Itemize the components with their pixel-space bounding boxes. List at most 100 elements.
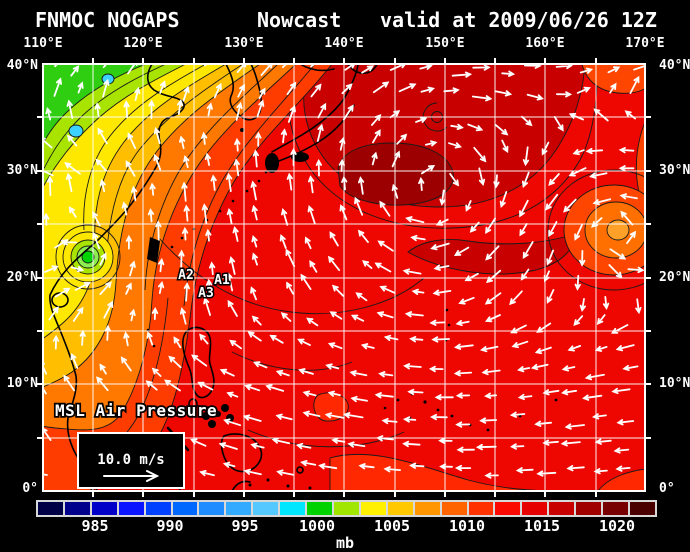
- wind-arrow-icon: [454, 343, 474, 350]
- wind-arrow-icon: [70, 65, 80, 77]
- colorbar-tick-label: 995: [231, 517, 259, 535]
- wind-arrow-icon: [250, 180, 257, 201]
- wind-arrow-icon: [327, 255, 341, 272]
- wind-arrow-icon: [149, 182, 156, 196]
- wind-arrow-icon: [362, 260, 373, 269]
- colorbar-cell: [253, 502, 279, 515]
- wind-arrow-icon: [251, 234, 258, 248]
- wind-arrow-icon: [54, 287, 71, 298]
- wind-arrow-icon: [609, 82, 617, 94]
- wind-arrow-icon: [509, 290, 523, 306]
- colorbar-tick-label: 1015: [523, 517, 561, 535]
- wind-arrow-icon: [546, 289, 555, 304]
- wind-arrow-icon: [205, 228, 212, 242]
- wind-arrow-icon: [327, 390, 341, 397]
- wind-arrow-icon: [179, 135, 186, 150]
- wind-arrow-icon: [448, 142, 463, 149]
- wind-arrow-icon: [181, 226, 189, 241]
- wind-arrow-icon: [456, 446, 475, 453]
- colorbar-cell: [280, 502, 306, 515]
- wind-arrow-icon: [210, 174, 217, 191]
- colorbar-units: mb: [335, 534, 355, 552]
- wind-arrow-icon: [226, 272, 234, 292]
- wind-arrow-icon: [341, 175, 348, 191]
- wind-arrow-icon: [242, 414, 262, 422]
- wind-arrow-icon: [77, 81, 84, 94]
- wind-arrow-icon: [542, 439, 559, 446]
- colorbar-cell: [91, 502, 117, 515]
- wind-arrow-icon: [218, 442, 238, 450]
- wind-arrow-icon: [148, 99, 155, 120]
- wind-arrow-icon: [609, 248, 627, 260]
- wind-arrow-icon: [501, 139, 509, 154]
- wind-arrow-icon: [481, 368, 501, 376]
- mode-title: Nowcast: [257, 8, 342, 32]
- wind-arrow-icon: [234, 137, 241, 152]
- wind-arrows: [43, 64, 645, 479]
- wind-arrow-icon: [396, 133, 408, 145]
- lat-label: 20°N: [659, 270, 690, 285]
- colorbar-cell: [603, 502, 628, 515]
- colorbar-cell: [38, 502, 63, 515]
- wind-arrow-icon: [410, 234, 426, 242]
- lat-label: 30°N: [659, 163, 690, 178]
- wind-arrow-icon: [300, 273, 312, 290]
- wind-arrow-icon: [295, 442, 312, 450]
- wind-arrow-icon: [206, 278, 213, 298]
- wind-arrow-icon: [209, 261, 216, 276]
- colorbar-tick-label: 1020: [598, 517, 636, 535]
- wind-arrow-icon: [455, 319, 470, 327]
- colorbar-tick-label: 1005: [373, 517, 411, 535]
- wind-arrow-icon: [478, 167, 486, 187]
- wind-arrow-icon: [594, 345, 608, 352]
- wind-arrow-icon: [258, 87, 266, 100]
- wind-arrow-icon: [157, 280, 165, 294]
- wind-arrow-icon: [95, 158, 107, 172]
- wind-arrow-icon: [372, 81, 390, 94]
- wind-arrow-icon: [183, 282, 190, 302]
- wind-arrow-icon: [309, 260, 318, 273]
- wind-arrow-icon: [297, 338, 311, 346]
- wind-arrow-icon: [484, 292, 502, 305]
- wind-arrow-icon: [252, 149, 259, 168]
- colorbar-cell: [360, 502, 386, 515]
- wind-arrow-icon: [450, 123, 464, 130]
- wind-arrow-icon: [383, 466, 401, 473]
- colorbar-cell: [118, 502, 144, 515]
- wind-arrow-icon: [629, 75, 640, 94]
- wind-arrow-icon: [281, 64, 291, 69]
- wind-arrow-icon: [129, 260, 136, 277]
- wind-arrow-icon: [403, 363, 422, 370]
- wind-arrow-icon: [633, 64, 645, 71]
- wind-arrow-icon: [402, 440, 421, 448]
- wind-arrow-icon: [534, 420, 552, 427]
- wind-arrow-icon: [331, 437, 346, 444]
- colorbar-cell: [333, 502, 359, 515]
- wind-arrow-icon: [178, 249, 185, 269]
- lon-label: 150°E: [425, 36, 465, 51]
- colorbar-tick-label: 985: [81, 517, 109, 535]
- wind-arrow-icon: [350, 314, 365, 322]
- wind-arrow-icon: [229, 339, 242, 350]
- wind-arrow-icon: [269, 334, 284, 344]
- wind-arrow-icon: [564, 423, 585, 430]
- graticule: [43, 64, 645, 491]
- wind-arrow-icon: [251, 315, 262, 326]
- wind-arrow-icon: [151, 367, 162, 377]
- wind-arrow-icon: [103, 300, 114, 319]
- wind-arrow-icon: [130, 185, 138, 202]
- wind-arrow-icon: [379, 285, 396, 294]
- wind-arrow-icon: [183, 64, 186, 66]
- wind-arrow-icon: [484, 472, 499, 479]
- wind-arrow-icon: [349, 370, 368, 377]
- wind-arrow-icon: [190, 438, 207, 447]
- colorbar-cell: [172, 502, 198, 515]
- wind-arrow-icon: [479, 417, 498, 424]
- wind-arrow-icon: [99, 252, 107, 266]
- pressure-field: [43, 64, 645, 491]
- wind-arrow-icon: [44, 265, 59, 273]
- colorbar-tick-label: 990: [156, 517, 184, 535]
- wind-arrow-icon: [306, 317, 319, 327]
